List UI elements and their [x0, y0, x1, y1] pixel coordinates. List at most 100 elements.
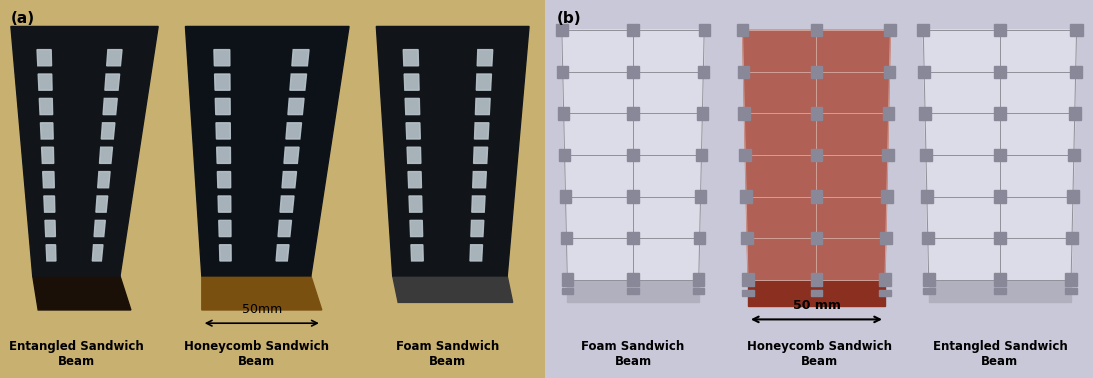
Polygon shape	[739, 107, 750, 119]
Polygon shape	[742, 274, 754, 286]
Polygon shape	[994, 232, 1006, 245]
Polygon shape	[38, 74, 52, 90]
Polygon shape	[42, 147, 54, 163]
Polygon shape	[627, 274, 638, 286]
Polygon shape	[882, 149, 894, 161]
Polygon shape	[202, 276, 321, 310]
Polygon shape	[627, 107, 638, 119]
Polygon shape	[278, 220, 292, 237]
Polygon shape	[748, 280, 885, 306]
Polygon shape	[695, 191, 706, 203]
Polygon shape	[811, 107, 822, 119]
Polygon shape	[562, 30, 704, 280]
Polygon shape	[477, 74, 492, 90]
Text: Foam Sandwich
Beam: Foam Sandwich Beam	[396, 340, 498, 368]
Polygon shape	[107, 50, 122, 66]
Polygon shape	[403, 50, 419, 66]
Polygon shape	[811, 290, 822, 296]
Polygon shape	[693, 274, 704, 286]
Polygon shape	[1065, 274, 1078, 286]
Polygon shape	[1069, 107, 1081, 119]
Polygon shape	[99, 147, 113, 163]
Polygon shape	[557, 107, 569, 119]
Polygon shape	[742, 30, 891, 280]
Polygon shape	[1065, 288, 1078, 294]
Polygon shape	[811, 24, 822, 37]
Polygon shape	[811, 274, 822, 286]
Polygon shape	[924, 30, 1077, 280]
Polygon shape	[43, 172, 55, 188]
Polygon shape	[218, 172, 231, 188]
Text: Honeycomb Sandwich
Beam: Honeycomb Sandwich Beam	[184, 340, 329, 368]
Polygon shape	[994, 191, 1006, 203]
Polygon shape	[811, 66, 822, 78]
Polygon shape	[738, 66, 750, 78]
Polygon shape	[470, 245, 482, 261]
Polygon shape	[37, 50, 51, 66]
Polygon shape	[881, 191, 893, 203]
Polygon shape	[698, 24, 710, 37]
Polygon shape	[562, 30, 704, 280]
Polygon shape	[474, 123, 489, 139]
Polygon shape	[376, 26, 529, 276]
Polygon shape	[105, 74, 119, 90]
Polygon shape	[1066, 232, 1078, 245]
Polygon shape	[994, 66, 1006, 78]
Text: 50mm: 50mm	[242, 303, 282, 316]
Polygon shape	[696, 149, 707, 161]
Polygon shape	[404, 74, 419, 90]
Polygon shape	[920, 191, 933, 203]
Polygon shape	[627, 66, 638, 78]
Polygon shape	[97, 172, 110, 188]
Polygon shape	[883, 66, 895, 78]
Polygon shape	[216, 123, 231, 139]
Polygon shape	[562, 288, 573, 294]
Polygon shape	[1067, 191, 1079, 203]
Polygon shape	[929, 280, 1071, 302]
Polygon shape	[96, 196, 108, 212]
Polygon shape	[280, 196, 294, 212]
Polygon shape	[45, 220, 56, 237]
Polygon shape	[994, 149, 1006, 161]
Polygon shape	[44, 196, 55, 212]
Polygon shape	[920, 149, 932, 161]
Polygon shape	[883, 107, 894, 119]
Polygon shape	[214, 50, 230, 66]
Polygon shape	[811, 149, 822, 161]
Polygon shape	[884, 24, 896, 37]
Polygon shape	[742, 290, 754, 296]
Polygon shape	[39, 98, 52, 115]
Polygon shape	[922, 288, 935, 294]
Polygon shape	[408, 172, 422, 188]
Polygon shape	[286, 123, 302, 139]
Polygon shape	[409, 196, 422, 212]
Polygon shape	[918, 66, 930, 78]
Polygon shape	[277, 245, 289, 261]
Polygon shape	[627, 149, 638, 161]
Text: 50 mm: 50 mm	[792, 299, 841, 312]
Polygon shape	[561, 232, 572, 245]
Polygon shape	[557, 66, 568, 78]
Polygon shape	[811, 191, 822, 203]
Polygon shape	[559, 149, 571, 161]
Polygon shape	[694, 232, 705, 245]
Polygon shape	[741, 232, 753, 245]
Polygon shape	[473, 147, 487, 163]
Polygon shape	[924, 30, 1077, 280]
Polygon shape	[94, 220, 105, 237]
Polygon shape	[282, 172, 296, 188]
Polygon shape	[1070, 24, 1083, 37]
Polygon shape	[11, 26, 158, 276]
Polygon shape	[478, 50, 493, 66]
Polygon shape	[994, 274, 1006, 286]
Polygon shape	[921, 232, 933, 245]
Polygon shape	[219, 220, 231, 237]
Polygon shape	[219, 196, 231, 212]
Polygon shape	[1068, 149, 1080, 161]
Polygon shape	[919, 107, 931, 119]
Polygon shape	[560, 191, 572, 203]
Text: Foam Sandwich
Beam: Foam Sandwich Beam	[581, 340, 684, 368]
Polygon shape	[472, 172, 486, 188]
Polygon shape	[879, 290, 891, 296]
Polygon shape	[697, 66, 709, 78]
